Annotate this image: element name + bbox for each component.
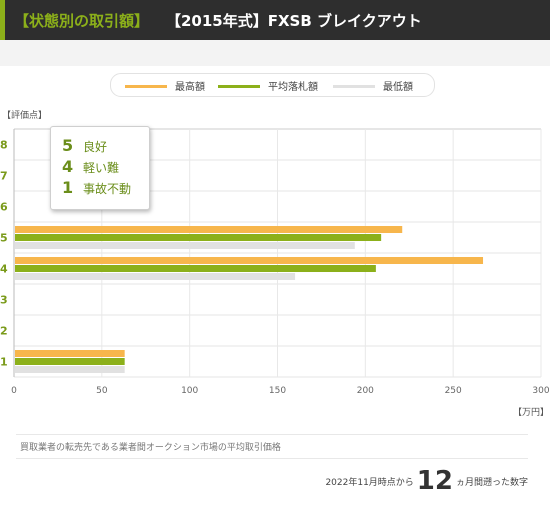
bar xyxy=(15,265,376,272)
y-tick-label: 5 xyxy=(0,232,8,245)
x-tick-label: 300 xyxy=(532,386,549,396)
bar xyxy=(15,350,125,357)
legend-swatch-max xyxy=(125,84,167,88)
bar xyxy=(15,366,125,373)
rating-key-number: 1 xyxy=(62,178,74,197)
rating-key-number: 4 xyxy=(62,157,74,176)
x-tick-label: 0 xyxy=(11,386,17,396)
rating-key-row: 1 事故不動 xyxy=(62,178,131,197)
rating-key-text: 事故不動 xyxy=(83,182,132,196)
y-tick-label: 6 xyxy=(0,201,8,214)
divider xyxy=(16,458,528,459)
legend-item-avg: 平均落札額 xyxy=(218,78,318,93)
period-months: 12 xyxy=(416,466,453,496)
header-accent-bar xyxy=(0,0,5,40)
y-tick-label: 7 xyxy=(0,170,8,183)
x-tick-label: 200 xyxy=(357,386,374,396)
period-prefix: 2022年11月時点から xyxy=(325,478,414,488)
bar xyxy=(15,242,355,249)
bar xyxy=(15,358,125,365)
x-tick-label: 50 xyxy=(96,386,108,396)
legend-label-max: 最高額 xyxy=(175,82,205,93)
bar xyxy=(15,273,296,280)
legend-swatch-avg xyxy=(218,84,260,88)
legend-label-min: 最低額 xyxy=(383,82,413,93)
rating-key-number: 5 xyxy=(62,136,74,155)
rating-key-text: 軽い難 xyxy=(83,161,120,175)
y-tick-label: 1 xyxy=(0,356,8,369)
sub-header-band xyxy=(0,40,550,66)
legend-label-avg: 平均落札額 xyxy=(268,82,318,93)
legend-item-max: 最高額 xyxy=(125,78,205,93)
chart-legend: 最高額 平均落札額 最低額 xyxy=(110,73,435,97)
bar xyxy=(15,226,403,233)
x-axis-unit: 【万円】 xyxy=(513,408,550,418)
legend-item-min: 最低額 xyxy=(333,78,413,93)
y-tick-label: 2 xyxy=(0,325,8,338)
rating-key-text: 良好 xyxy=(83,140,108,154)
bar-chart: 0 50 100 150 200 250 300 8 7 6 5 4 3 2 1 xyxy=(0,128,550,396)
page-title: 【2015年式】FXSB ブレイクアウト xyxy=(166,12,422,30)
x-tick-label: 100 xyxy=(181,386,198,396)
divider xyxy=(16,434,528,435)
y-tick-label: 4 xyxy=(0,263,8,276)
y-tick-label: 3 xyxy=(0,294,8,307)
x-tick-label: 250 xyxy=(445,386,462,396)
source-note: 買取業者の転売先である業者間オークション市場の平均取引価格 xyxy=(20,443,281,453)
rating-key-row: 4 軽い難 xyxy=(62,157,119,176)
bar xyxy=(15,234,382,241)
x-tick-label: 150 xyxy=(269,386,286,396)
rating-key-row: 5 良好 xyxy=(62,136,107,155)
y-tick-label: 8 xyxy=(0,139,8,152)
period-suffix: ヵ月間遡った数字 xyxy=(455,478,528,488)
period-note: 2022年11月時点から 12 ヵ月間遡った数字 xyxy=(325,466,528,496)
bar xyxy=(15,257,484,264)
rating-key-box: 5 良好 4 軽い難 1 事故不動 xyxy=(50,126,150,210)
section-tag: 【状態別の取引額】 xyxy=(14,12,150,30)
legend-swatch-min xyxy=(333,84,375,88)
y-axis-label: 【評価点】 xyxy=(2,111,48,121)
page-header: 【状態別の取引額】 【2015年式】FXSB ブレイクアウト xyxy=(0,0,550,40)
